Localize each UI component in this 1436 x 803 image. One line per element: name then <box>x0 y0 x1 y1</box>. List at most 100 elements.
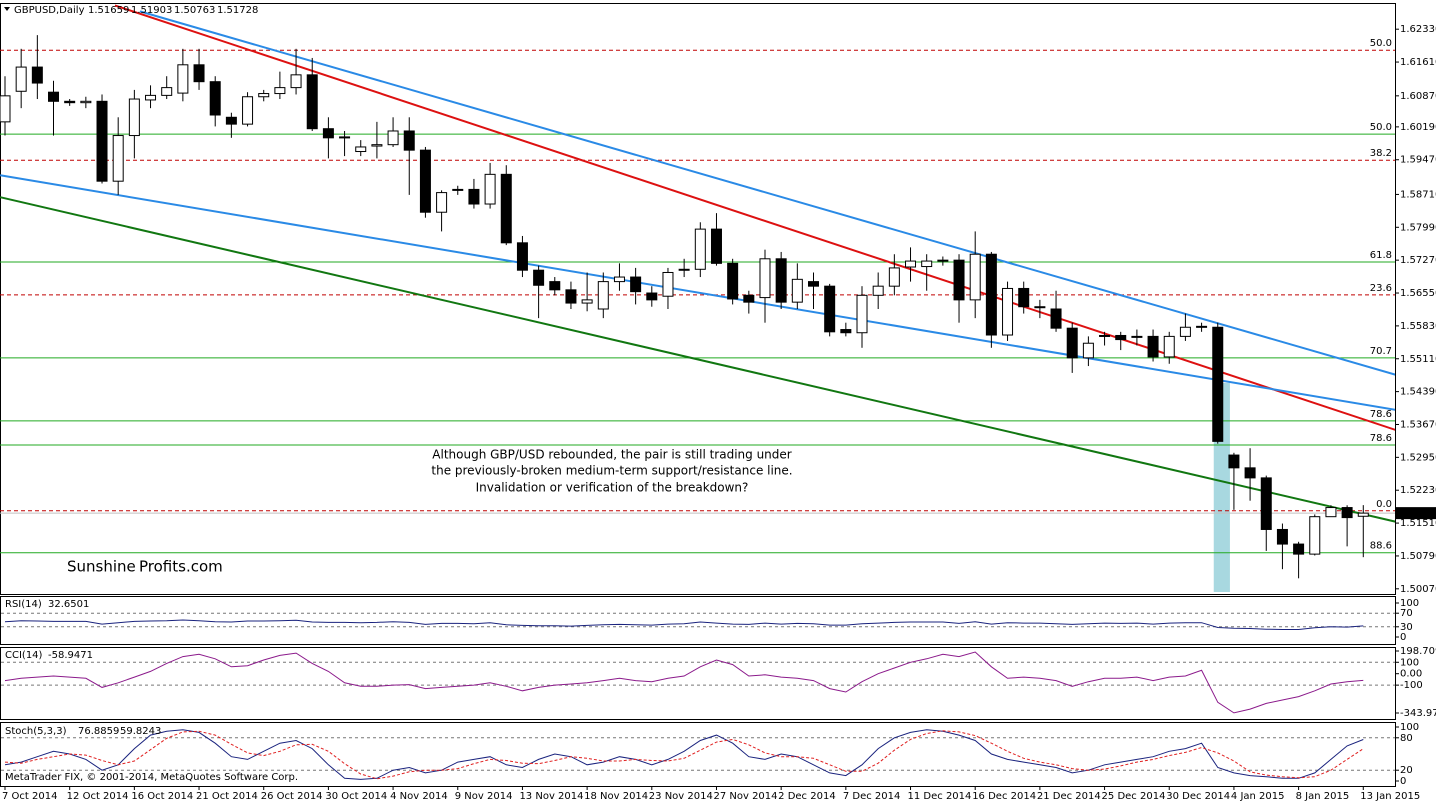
candle-body <box>937 259 949 262</box>
price-box-label: 1.51728 <box>1399 508 1436 519</box>
candle-body <box>775 258 787 303</box>
candle-body <box>549 281 561 291</box>
y-tick-label: 198.7092 <box>1400 646 1436 657</box>
trend-line <box>0 196 1395 523</box>
candle-body <box>1325 507 1337 518</box>
fib-label: 50.0 <box>1370 38 1392 49</box>
y-tick-label: 1.55830 <box>1400 321 1436 332</box>
candle-body <box>743 294 755 303</box>
x-tick-label: 18 Nov 2014 <box>584 791 648 802</box>
candle-body <box>727 262 739 300</box>
candle-body <box>888 267 900 287</box>
fib-label: 50.0 <box>1370 122 1392 133</box>
candle-body <box>1115 334 1127 341</box>
rsi-frame <box>0 596 1396 645</box>
y-tick-label: -343.9714 <box>1400 708 1436 719</box>
candle-body <box>31 66 43 84</box>
candle-body <box>694 228 706 270</box>
candle-body <box>856 294 868 334</box>
candle-body <box>1034 306 1046 309</box>
candle-body <box>1179 326 1191 337</box>
high-value: 1.51903 <box>131 5 172 16</box>
candle-body <box>1276 528 1288 545</box>
candle-body <box>371 144 383 147</box>
y-tick-label: 30 <box>1400 622 1413 633</box>
fib-label: 78.6 <box>1370 433 1392 444</box>
stoch-title: Stoch(5,3,3) <box>5 726 67 737</box>
candle-body <box>209 81 221 116</box>
stoch-frame <box>0 722 1396 787</box>
candle-body <box>15 66 27 92</box>
x-tick-label: 7 Oct 2014 <box>2 791 57 802</box>
candle-body <box>710 228 722 264</box>
low-value: 1.50763 <box>174 5 215 16</box>
price-box <box>1396 507 1436 520</box>
candle-body <box>646 292 658 301</box>
y-tick-label: 100 <box>1400 657 1419 668</box>
x-tick-label: 2 Dec 2014 <box>778 791 836 802</box>
trend-line <box>0 174 1395 411</box>
y-tick-label: 1.54390 <box>1400 387 1436 398</box>
candle-body <box>0 95 11 123</box>
candle-body <box>597 281 609 310</box>
y-tick-label: 1.55110 <box>1400 354 1436 365</box>
candle-body <box>872 285 884 296</box>
fib-label: 88.6 <box>1370 541 1392 552</box>
candle-body <box>840 329 852 334</box>
candle-body <box>387 130 399 146</box>
x-tick-label: 4 Nov 2014 <box>390 791 448 802</box>
candle-body <box>581 299 593 304</box>
candle-body <box>1212 326 1224 442</box>
candle-body <box>565 289 577 304</box>
candle-body <box>403 130 415 151</box>
candle-body <box>225 116 237 125</box>
indicator-line <box>4 651 1364 714</box>
x-tick-label: 27 Nov 2014 <box>713 791 777 802</box>
candle-body <box>905 260 917 268</box>
candle-body <box>145 94 157 101</box>
candle-body <box>436 192 448 213</box>
candle-body <box>419 149 431 213</box>
candle-body <box>355 146 367 153</box>
menu-triangle <box>4 7 10 11</box>
candle-body <box>193 64 205 83</box>
candle-body <box>791 278 803 303</box>
y-tick-label: 1.50070 <box>1400 584 1436 595</box>
cci-frame <box>0 647 1396 720</box>
y-tick-label: 0.00 <box>1400 669 1422 680</box>
candle-body <box>613 276 625 283</box>
cci-title: CCI(14) <box>5 650 43 661</box>
annotation-line: Invalidation or verification of the brea… <box>476 481 749 495</box>
candle-body <box>953 259 965 301</box>
candle-body <box>452 188 464 191</box>
fib-label: 0.0 <box>1376 499 1392 510</box>
y-tick-label: 1.52230 <box>1400 485 1436 496</box>
candle-body <box>290 74 302 89</box>
x-tick-label: 9 Nov 2014 <box>455 791 513 802</box>
y-tick-label: 0 <box>1400 776 1406 787</box>
candle-body <box>533 269 545 286</box>
candle-body <box>808 281 819 287</box>
candle-body <box>1131 335 1143 338</box>
candle-body <box>1293 543 1305 555</box>
candle-body <box>1002 287 1014 336</box>
candle-body <box>112 135 124 182</box>
candle-body <box>662 271 674 297</box>
candle-body <box>1260 477 1272 530</box>
x-tick-label: 21 Dec 2014 <box>1037 791 1101 802</box>
x-tick-label: 26 Oct 2014 <box>261 791 323 802</box>
close-value: 1.51728 <box>217 5 258 16</box>
y-tick-label: 1.51510 <box>1400 518 1436 529</box>
x-tick-label: 13 Jan 2015 <box>1360 791 1420 802</box>
indicator-line <box>4 730 1364 780</box>
candle-body <box>1357 512 1369 517</box>
stoch-main-last: 76.8859 <box>78 726 119 737</box>
x-tick-label: 25 Dec 2014 <box>1102 791 1166 802</box>
x-tick-label: 7 Dec 2014 <box>843 791 901 802</box>
fib-label: 38.2 <box>1370 148 1392 159</box>
x-tick-label: 4 Jan 2015 <box>1231 791 1285 802</box>
candle-body <box>1018 287 1030 308</box>
candle-body <box>484 173 496 205</box>
rsi-last: 32.6501 <box>48 599 89 610</box>
candle-body <box>468 188 480 205</box>
